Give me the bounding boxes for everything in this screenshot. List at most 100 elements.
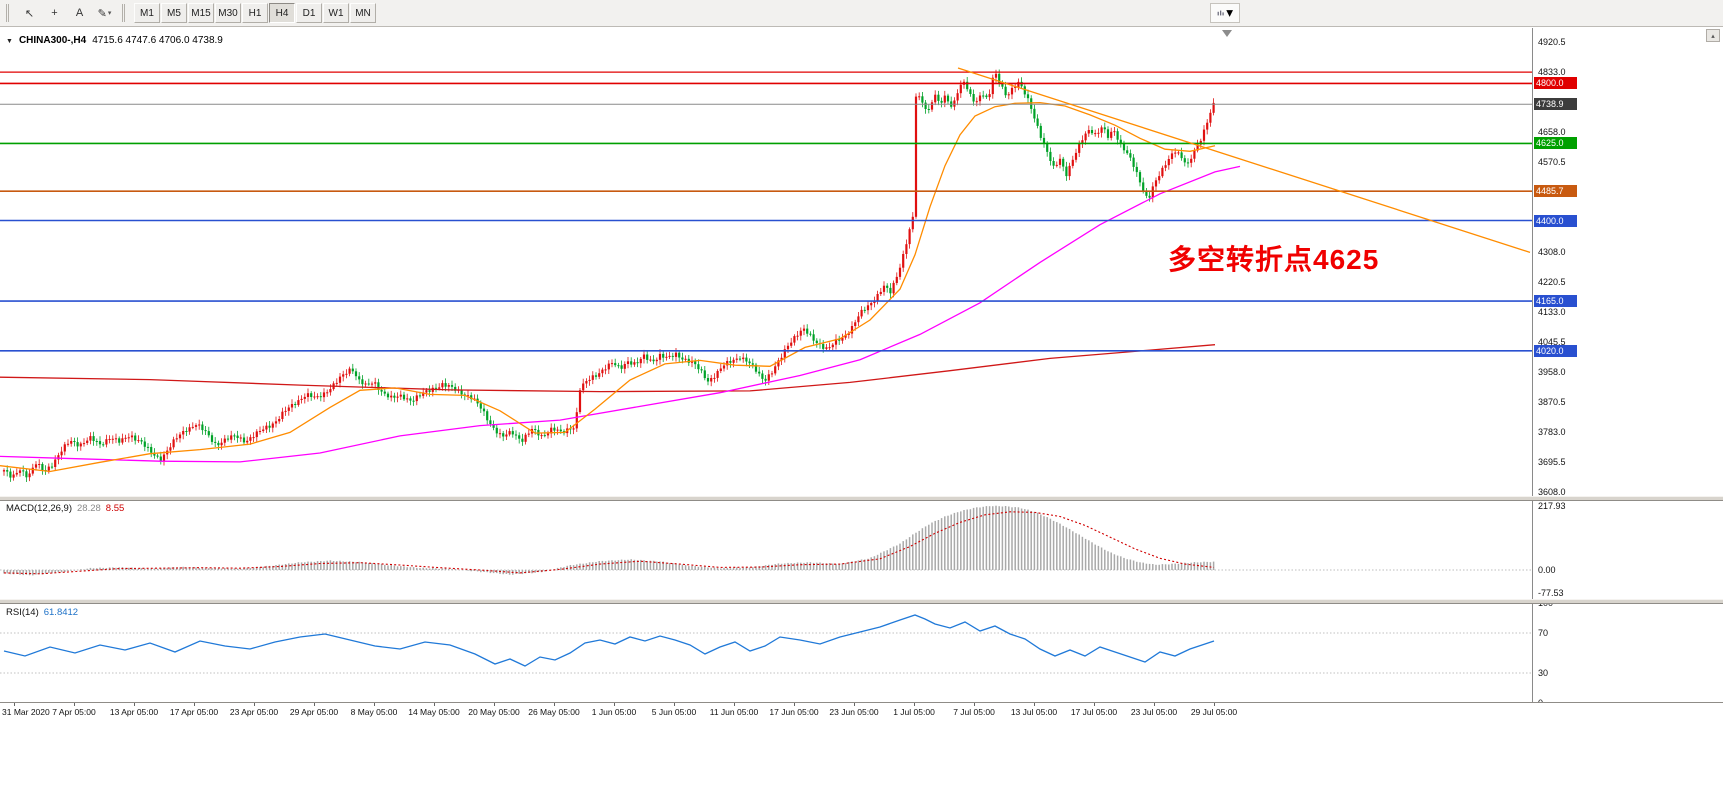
timeframe-button-M15[interactable]: M15 [188,3,214,23]
date-tick [1214,703,1215,706]
ohlc-values: 4715.6 4747.6 4706.0 4738.9 [92,35,223,46]
price-level-label: 4020.0 [1534,345,1577,357]
macd-axis-label: -77.53 [1538,588,1564,598]
macd-name: MACD(12,26,9) [6,503,72,514]
date-label: 7 Jul 05:00 [953,707,995,717]
timeframe-button-H4[interactable]: H4 [269,3,295,23]
date-label: 13 Apr 05:00 [109,707,159,717]
price-tick-label: 3695.5 [1538,457,1566,467]
macd-signal-value: 8.55 [105,503,125,514]
price-tick-label: 4308.0 [1538,247,1566,257]
date-label: 20 May 05:00 [468,707,520,717]
price-tick-label: 4920.5 [1538,37,1566,47]
timeframe-button-H1[interactable]: H1 [242,3,268,23]
date-label: 23 Jul 05:00 [1130,707,1178,717]
price-tick-label: 4570.5 [1538,157,1566,167]
date-tick [854,703,855,706]
price-level-label: 4400.0 [1534,215,1577,227]
macd-axis-label: 0.00 [1538,565,1556,575]
date-tick [134,703,135,706]
price-axis-border [1532,28,1533,702]
text-tool-button[interactable]: A [68,3,91,23]
price-tick-label: 4220.5 [1538,277,1566,287]
crosshair-tool-button[interactable]: + [43,3,66,23]
date-label: 17 Jul 05:00 [1070,707,1118,717]
price-tick-label: 3958.0 [1538,367,1566,377]
chart-annotation: 多空转折点4625 [1168,244,1380,275]
text-tool-icon: A [75,7,84,19]
main-toolbar: ↖ + A ✎ ▾ M1 M5 M15 M30 H1 H4 D1 W1 MN ▾ [0,0,1723,27]
date-label: 31 Mar 2020 [2,707,50,717]
date-label: 13 Jul 05:00 [1010,707,1058,717]
triangle-up-icon: ▴ [1711,32,1715,40]
draw-tools-dropdown-button[interactable]: ✎ ▾ [93,3,116,23]
date-label: 11 Jun 05:00 [709,707,759,717]
date-tick [614,703,615,706]
timeframe-button-M5[interactable]: M5 [161,3,187,23]
scroll-up-button[interactable]: ▴ [1706,29,1720,42]
rsi-panel-canvas[interactable] [0,604,1532,702]
rsi-indicator-label: RSI(14) 61.8412 [6,607,78,618]
panel-splitter[interactable] [0,599,1723,604]
price-tick-label: 4045.5 [1538,337,1566,347]
date-label: 17 Jun 05:00 [769,707,819,717]
date-tick [194,703,195,706]
price-level-label: 4800.0 [1534,77,1577,89]
time-axis[interactable]: 31 Mar 2020 7 Apr 05:00 13 Apr 05:00 17 Apr… [0,702,1723,721]
date-label: 23 Jun 05:00 [829,707,879,717]
timeframe-button-M30[interactable]: M30 [215,3,241,23]
date-tick [1034,703,1035,706]
price-tick-label: 4658.0 [1538,127,1566,137]
date-tick [734,703,735,706]
date-label: 8 May 05:00 [350,707,398,717]
price-axis[interactable]: 4920.5 4833.0 4658.0 4570.5 4308.0 4220.5 4133… [1533,0,1723,800]
macd-panel-canvas[interactable] [0,501,1532,599]
date-tick [914,703,915,706]
rsi-name: RSI(14) [6,607,39,618]
price-chart-canvas[interactable] [0,28,1532,496]
date-label: 14 May 05:00 [408,707,460,717]
price-level-label: 4738.9 [1534,98,1577,110]
rsi-value: 61.8412 [43,607,79,618]
timeframe-button-D1[interactable]: D1 [296,3,322,23]
price-level-label: 4625.0 [1534,137,1577,149]
price-tick-label: 3870.5 [1538,397,1566,407]
timeframe-button-W1[interactable]: W1 [323,3,349,23]
date-label: 26 May 05:00 [528,707,580,717]
pencil-icon: ✎ [97,7,107,20]
price-tick-label: 3608.0 [1538,487,1566,497]
timeframe-button-M1[interactable]: M1 [134,3,160,23]
date-label: 7 Apr 05:00 [52,707,96,717]
date-tick [314,703,315,706]
date-label: 1 Jul 05:00 [893,707,935,717]
symbol-timeframe-label: CHINA300-,H4 [18,35,87,46]
date-tick [974,703,975,706]
panel-splitter[interactable] [0,496,1723,501]
date-label: 17 Apr 05:00 [169,707,219,717]
price-tick-label: 4133.0 [1538,307,1566,317]
date-label: 1 Jun 05:00 [591,707,637,717]
timeframe-button-MN[interactable]: MN [350,3,376,23]
toolbar-drag-handle[interactable] [6,4,12,22]
date-tick [674,703,675,706]
date-tick [494,703,495,706]
macd-axis-label: 217.93 [1538,501,1566,511]
date-label: 5 Jun 05:00 [651,707,697,717]
price-level-label: 4165.0 [1534,295,1577,307]
date-label: 29 Apr 05:00 [289,707,339,717]
cursor-icon: ↖ [24,7,35,20]
date-tick [1094,703,1095,706]
chevron-down-icon: ▾ [107,10,112,17]
cursor-tool-button[interactable]: ↖ [18,3,41,23]
date-tick [1154,703,1155,706]
chevron-down-icon: ▾ [1226,5,1233,20]
chart-title-expander[interactable]: ▼ [6,38,13,45]
date-tick [374,703,375,706]
chart-header: ▼ CHINA300-,H4 4715.6 4747.6 4706.0 4738… [6,35,223,46]
date-tick [14,703,15,706]
price-level-label: 4485.7 [1534,185,1577,197]
toolbar-drag-handle[interactable] [122,4,128,22]
chart-style-dropdown-button[interactable]: ▾ [1210,3,1240,23]
date-tick [254,703,255,706]
